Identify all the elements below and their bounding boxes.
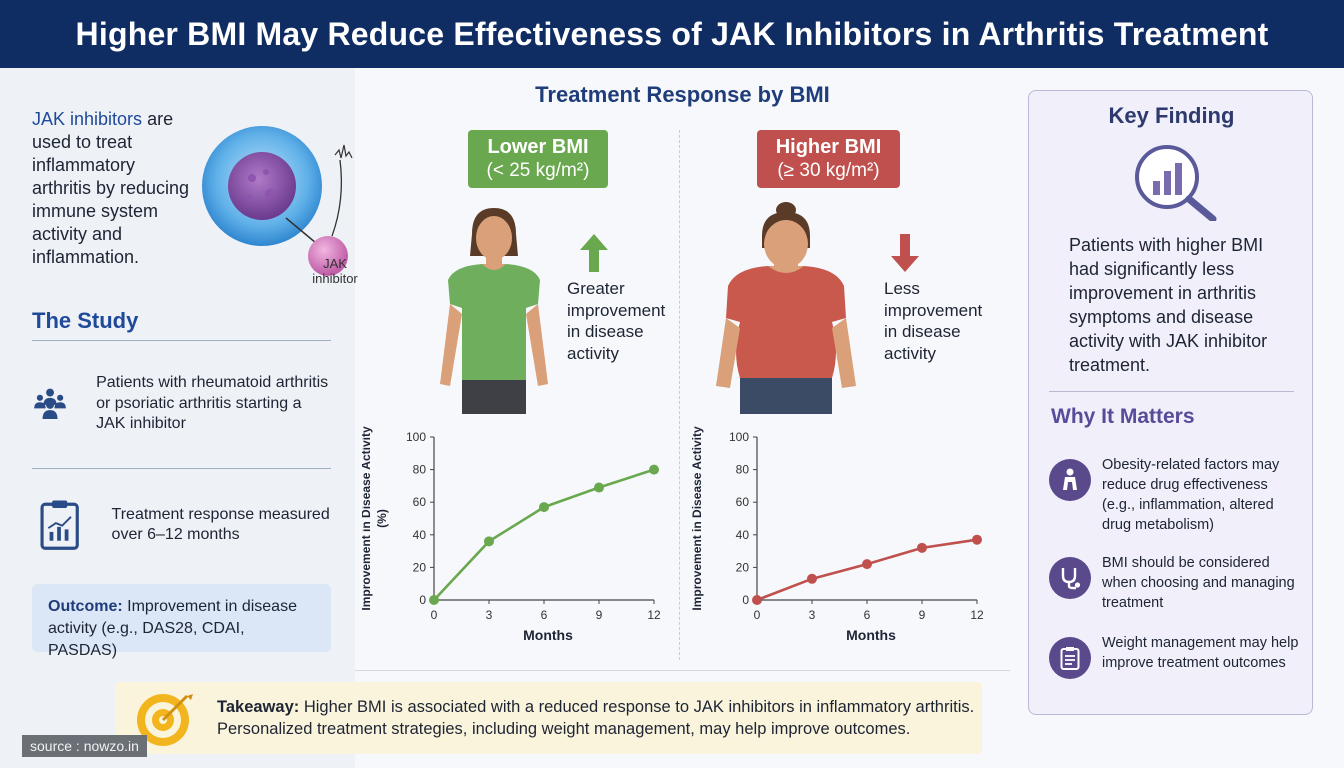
x-tick-label: 0 xyxy=(431,608,438,622)
target-icon xyxy=(137,694,193,746)
lower-bmi-range: (< 25 kg/m²) xyxy=(486,160,590,181)
data-point xyxy=(484,536,494,547)
people-group-icon xyxy=(34,388,66,419)
higher-bmi-label: Higher BMI xyxy=(775,136,882,158)
divider xyxy=(679,130,680,660)
divider xyxy=(32,468,331,469)
source-credit: source : nowzo.in xyxy=(22,735,147,757)
y-tick-label: 60 xyxy=(413,495,427,509)
clipboard-chart-icon xyxy=(40,500,79,550)
key-finding-text: Patients with higher BMI had significant… xyxy=(1069,235,1268,375)
y-tick-label: 100 xyxy=(729,430,749,444)
intro-rest: are used to treat inflammatory arthritis… xyxy=(32,109,190,267)
outcome-text: Improvement in disease activity (e.g., D… xyxy=(48,598,297,659)
y-tick-label: 100 xyxy=(406,430,426,444)
data-point xyxy=(972,534,982,545)
higher-bmi-description: Less improvement in disease activity xyxy=(884,279,983,363)
y-axis-label: Improvement in Disease Activity(%) xyxy=(362,426,389,611)
study-item-timeframe: Treatment response measured over 6–12 mo… xyxy=(32,484,332,566)
lower-bmi-badge: Lower BMI (< 25 kg/m²) xyxy=(468,130,608,188)
series-line xyxy=(433,468,655,601)
why-item-text: BMI should be considered when choosing a… xyxy=(1102,555,1295,611)
higher-bmi-range: (≥ 30 kg/m²) xyxy=(777,160,880,181)
y-tick-label: 40 xyxy=(736,528,750,542)
data-point xyxy=(917,542,927,553)
lower-bmi-description: Greater improvement in disease activity xyxy=(567,279,666,363)
y-tick-label: 60 xyxy=(736,495,750,509)
x-tick-label: 12 xyxy=(970,608,984,622)
higher-bmi-badge: Higher BMI (≥ 30 kg/m²) xyxy=(757,130,900,188)
study-item-text: Patients with rheumatoid arthritis or ps… xyxy=(96,374,329,433)
data-point xyxy=(649,464,659,475)
divider xyxy=(32,340,331,341)
y-tick-label: 80 xyxy=(736,463,750,477)
x-tick-label: 3 xyxy=(809,608,816,622)
person-icon xyxy=(1049,459,1091,501)
y-tick-label: 0 xyxy=(742,593,749,607)
data-point xyxy=(862,559,872,570)
x-tick-label: 6 xyxy=(541,608,548,622)
data-point xyxy=(539,502,549,513)
up-arrow-icon xyxy=(580,234,608,272)
why-item: Obesity-related factors may reduce drug … xyxy=(1049,455,1304,535)
y-tick-label: 20 xyxy=(736,560,750,574)
outcome-label: Outcome: xyxy=(48,598,123,615)
stethoscope-icon xyxy=(1049,557,1091,599)
data-point xyxy=(752,595,762,605)
divider xyxy=(355,670,1010,671)
jak-inhibitor-label: JAK inhibitor xyxy=(312,256,358,286)
takeaway-label: Takeaway: xyxy=(217,698,300,716)
why-item: BMI should be considered when choosing a… xyxy=(1049,553,1304,613)
page-title: Higher BMI May Reduce Effectiveness of J… xyxy=(75,15,1269,52)
y-tick-label: 20 xyxy=(413,560,427,574)
header-banner: Higher BMI May Reduce Effectiveness of J… xyxy=(0,0,1344,68)
takeaway-body: Higher BMI is associated with a reduced … xyxy=(217,698,975,738)
lower-bmi-chart: 0 20 40 60 80 100 0 3 6 9 12 Months Improvement in D… xyxy=(362,426,661,643)
study-title: The Study xyxy=(32,308,139,333)
x-axis-label: Months xyxy=(523,627,573,643)
treatment-response-title: Treatment Response by BMI xyxy=(535,82,830,107)
immune-cell-illustration xyxy=(202,126,353,276)
y-tick-label: 40 xyxy=(413,528,427,542)
x-tick-label: 9 xyxy=(919,608,926,622)
why-item-text: Weight management may help improve treat… xyxy=(1102,635,1299,671)
lower-bmi-person-illustration xyxy=(440,208,548,414)
data-point xyxy=(594,482,604,493)
y-tick-label: 0 xyxy=(419,593,426,607)
magnifier-chart-icon xyxy=(1135,145,1217,221)
left-panel: JAK inhibitors are used to treat inflamm… xyxy=(0,68,358,768)
data-point xyxy=(429,595,439,605)
takeaway-text: Takeaway: Higher BMI is associated with … xyxy=(217,696,977,740)
x-tick-label: 0 xyxy=(754,608,761,622)
x-tick-label: 12 xyxy=(647,608,661,622)
takeaway-box: Takeaway: Higher BMI is associated with … xyxy=(115,682,982,754)
y-axis-label: Improvement in Disease Activity xyxy=(690,426,704,611)
divider xyxy=(1049,391,1294,392)
series-line xyxy=(756,538,978,602)
lower-bmi-label: Lower BMI xyxy=(487,136,589,158)
intro-text: JAK inhibitors are used to treat inflamm… xyxy=(32,108,192,269)
outcome-box: Outcome: Improvement in disease activity… xyxy=(32,584,331,659)
checklist-icon xyxy=(1049,637,1091,679)
x-tick-label: 3 xyxy=(486,608,493,622)
down-arrow-icon xyxy=(891,234,919,272)
higher-bmi-person-illustration xyxy=(716,202,856,414)
key-finding-title: Key Finding xyxy=(1108,103,1235,128)
higher-bmi-chart: 0 20 40 60 80 100 0 3 6 9 12 Months Improvement in D… xyxy=(690,426,984,643)
x-axis-label: Months xyxy=(846,627,896,643)
why-item: Weight management may help improve treat… xyxy=(1049,633,1304,679)
y-tick-label: 80 xyxy=(413,463,427,477)
x-tick-label: 9 xyxy=(596,608,603,622)
study-item-text: Treatment response measured over 6–12 mo… xyxy=(111,505,330,544)
study-item-patients: Patients with rheumatoid arthritis or ps… xyxy=(32,366,332,442)
key-finding-panel: Key Finding Patients with higher BMI had… xyxy=(1028,90,1313,715)
intro-highlight: JAK inhibitors xyxy=(32,109,143,129)
x-tick-label: 6 xyxy=(864,608,871,622)
data-point xyxy=(807,573,817,584)
why-it-matters-title: Why It Matters xyxy=(1051,405,1195,428)
why-item-text: Obesity-related factors may reduce drug … xyxy=(1102,457,1280,533)
